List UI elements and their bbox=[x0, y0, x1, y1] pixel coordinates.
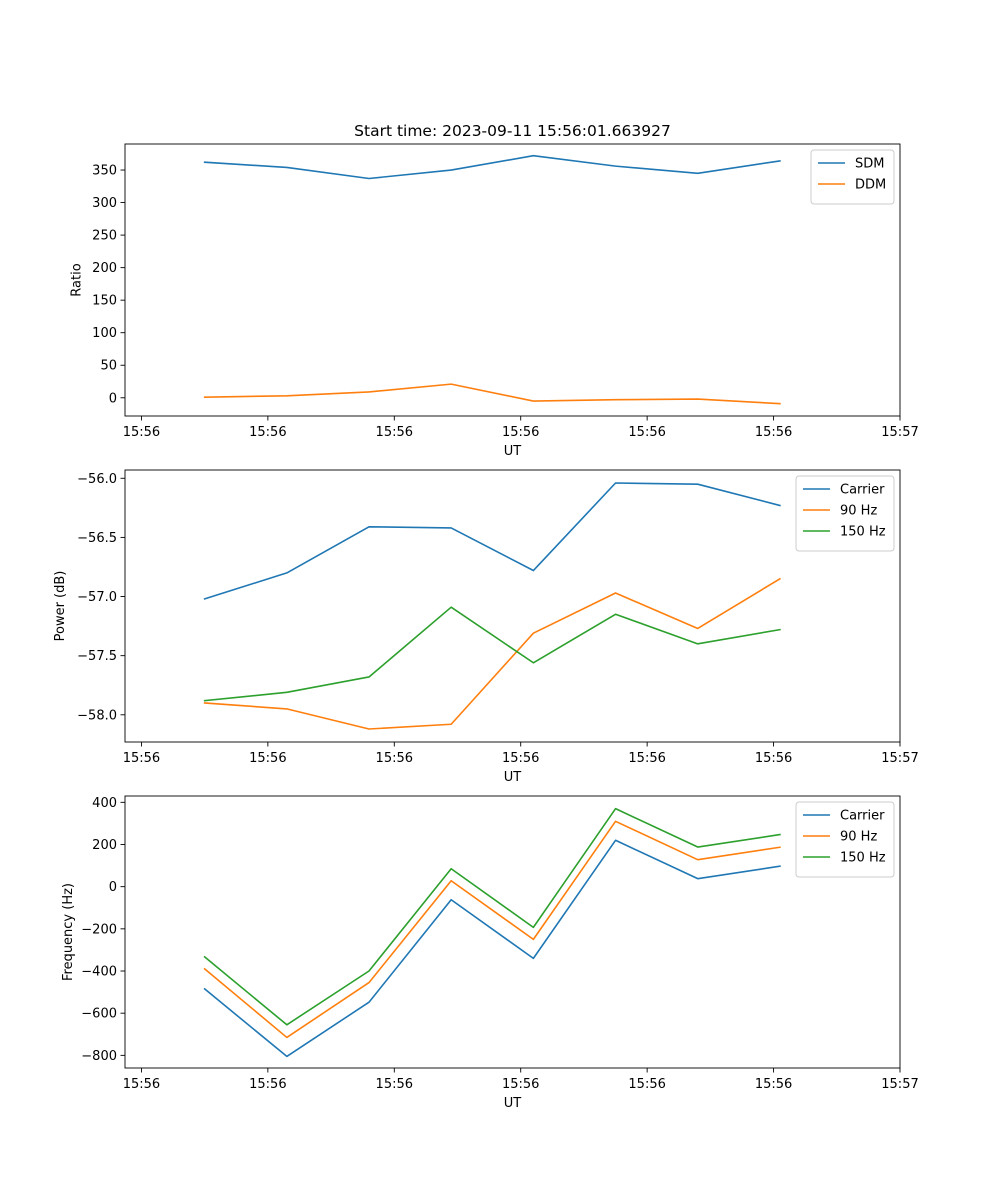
x-tick-label: 15:56 bbox=[123, 751, 160, 766]
chart-panel-3: 15:56 15:56 15:56 15:56 15:56 15:56 15:57 −800 −… bbox=[61, 795, 919, 1111]
x-tick-label: 15:57 bbox=[881, 1077, 918, 1092]
y-tick-label: 400 bbox=[92, 796, 117, 811]
y-tick-label: 150 bbox=[92, 294, 117, 309]
y-tick-label: 0 bbox=[109, 880, 117, 895]
x-tick-label: 15:56 bbox=[123, 1077, 160, 1092]
y-tick-label: 200 bbox=[92, 838, 117, 853]
x-tick-label: 15:56 bbox=[628, 751, 665, 766]
chart-panel-2: 15:56 15:56 15:56 15:56 15:56 15:56 15:57 −58.0… bbox=[53, 469, 919, 785]
legend-label: 90 Hz bbox=[840, 504, 877, 519]
x-tick-label: 15:56 bbox=[376, 425, 413, 440]
y-tick-label: 200 bbox=[92, 261, 117, 276]
y-axis-label: Frequency (Hz) bbox=[61, 883, 76, 981]
x-tick-label: 15:56 bbox=[628, 425, 665, 440]
x-tick-label: 15:56 bbox=[755, 1077, 792, 1092]
x-tick-label: 15:56 bbox=[502, 751, 539, 766]
y-tick-label: −56.5 bbox=[77, 531, 117, 546]
y-tick-label: −58.0 bbox=[77, 708, 117, 723]
y-tick-label: 50 bbox=[100, 359, 117, 374]
series-line-carrier bbox=[203, 482, 781, 600]
series-line-150-hz bbox=[203, 807, 781, 1026]
series-line-150-hz bbox=[203, 606, 781, 702]
series-line-sdm bbox=[203, 154, 781, 180]
series-line-90-hz bbox=[203, 820, 781, 1039]
legend: SDM DDM bbox=[810, 149, 895, 205]
y-tick-label: −200 bbox=[81, 922, 117, 937]
y-tick-label: 300 bbox=[92, 196, 117, 211]
x-tick-label: 15:56 bbox=[249, 425, 286, 440]
x-tick-label: 15:56 bbox=[755, 425, 792, 440]
legend: Carrier 90 Hz 150 Hz bbox=[795, 801, 895, 878]
x-tick-label: 15:56 bbox=[502, 1077, 539, 1092]
chart-title: Start time: 2023-09-11 15:56:01.663927 bbox=[354, 122, 671, 140]
y-axis-label: Ratio bbox=[69, 263, 84, 296]
x-axis-label: UT bbox=[504, 1096, 522, 1111]
y-axis-label: Power (dB) bbox=[53, 571, 68, 642]
legend-label: Carrier bbox=[840, 483, 885, 498]
legend-label: DDM bbox=[855, 178, 886, 193]
x-tick-label: 15:56 bbox=[249, 1077, 286, 1092]
legend-label: Carrier bbox=[840, 809, 885, 824]
x-tick-label: 15:56 bbox=[376, 751, 413, 766]
plot-frame bbox=[124, 795, 901, 1069]
x-tick-label: 15:56 bbox=[123, 425, 160, 440]
legend-label: 90 Hz bbox=[840, 830, 877, 845]
legend-box bbox=[795, 475, 895, 552]
x-tick-label: 15:57 bbox=[881, 425, 918, 440]
y-tick-label: 250 bbox=[92, 229, 117, 244]
x-axis-label: UT bbox=[504, 770, 522, 785]
legend-label: 150 Hz bbox=[840, 851, 886, 866]
x-tick-label: 15:56 bbox=[376, 1077, 413, 1092]
legend-box bbox=[795, 801, 895, 878]
legend: Carrier 90 Hz 150 Hz bbox=[795, 475, 895, 552]
legend-label: SDM bbox=[855, 157, 884, 172]
x-axis-label: UT bbox=[504, 444, 522, 459]
x-tick-label: 15:57 bbox=[881, 751, 918, 766]
series-line-90-hz bbox=[203, 577, 781, 730]
y-tick-label: −57.5 bbox=[77, 649, 117, 664]
plot-frame bbox=[124, 469, 901, 743]
y-tick-label: −57.0 bbox=[77, 590, 117, 605]
y-tick-label: 100 bbox=[92, 326, 117, 341]
legend-label: 150 Hz bbox=[840, 525, 886, 540]
series-line-ddm bbox=[203, 383, 781, 405]
chart-panel-1: Start time: 2023-09-11 15:56:01.663927 15… bbox=[69, 122, 918, 459]
y-tick-label: 0 bbox=[109, 391, 117, 406]
x-tick-label: 15:56 bbox=[249, 751, 286, 766]
y-tick-label: −800 bbox=[81, 1049, 117, 1064]
x-tick-label: 15:56 bbox=[628, 1077, 665, 1092]
y-tick-label: 350 bbox=[92, 164, 117, 179]
y-tick-label: −600 bbox=[81, 1007, 117, 1022]
plot-frame bbox=[124, 143, 901, 417]
x-tick-label: 15:56 bbox=[755, 751, 792, 766]
series-line-carrier bbox=[203, 839, 781, 1058]
x-tick-label: 15:56 bbox=[502, 425, 539, 440]
y-tick-label: −56.0 bbox=[77, 472, 117, 487]
y-tick-label: −400 bbox=[81, 965, 117, 980]
